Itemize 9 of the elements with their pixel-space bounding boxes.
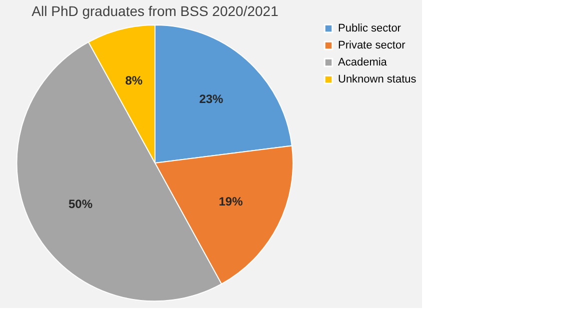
chart-title: All PhD graduates from BSS 2020/2021	[32, 3, 279, 19]
data-label: 8%	[125, 74, 143, 88]
legend-label: Private sector	[338, 40, 406, 52]
data-label: 19%	[218, 194, 244, 209]
legend-label: Academia	[338, 56, 388, 68]
data-label: 23%	[199, 92, 224, 106]
legend-label: Unknown status	[338, 74, 417, 86]
data-label: 50%	[68, 196, 93, 211]
legend-label: Public sector	[338, 22, 402, 34]
